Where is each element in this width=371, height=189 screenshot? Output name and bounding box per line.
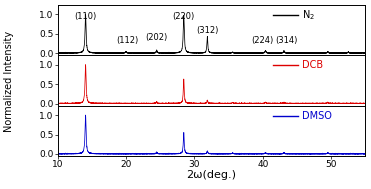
Text: (202): (202) (145, 33, 168, 42)
Text: $\rm N_2$: $\rm N_2$ (302, 8, 315, 22)
Text: (112): (112) (116, 36, 138, 45)
Text: DCB: DCB (302, 60, 324, 70)
Text: DMSO: DMSO (302, 111, 332, 121)
Text: (312): (312) (196, 26, 219, 35)
Text: Normalized Intensity: Normalized Intensity (4, 31, 14, 132)
Text: (110): (110) (75, 12, 97, 21)
Text: (314): (314) (276, 36, 298, 45)
Text: (224): (224) (252, 36, 274, 45)
X-axis label: 2ω(deg.): 2ω(deg.) (187, 170, 236, 180)
Text: (220): (220) (173, 12, 195, 21)
